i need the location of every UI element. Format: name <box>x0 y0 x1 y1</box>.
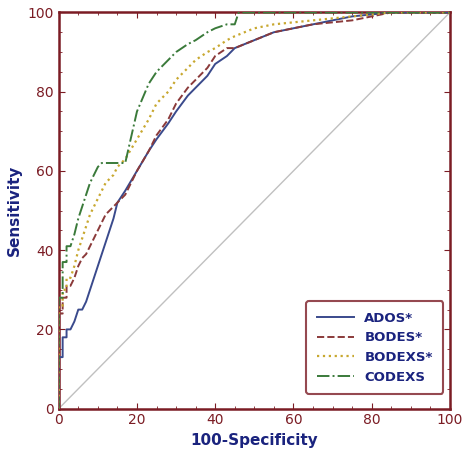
Legend: ADOS*, BODES*, BODEXS*, CODEXS: ADOS*, BODES*, BODEXS*, CODEXS <box>306 301 443 394</box>
Y-axis label: Sensitivity: Sensitivity <box>7 165 22 256</box>
X-axis label: 100-Specificity: 100-Specificity <box>190 433 318 448</box>
